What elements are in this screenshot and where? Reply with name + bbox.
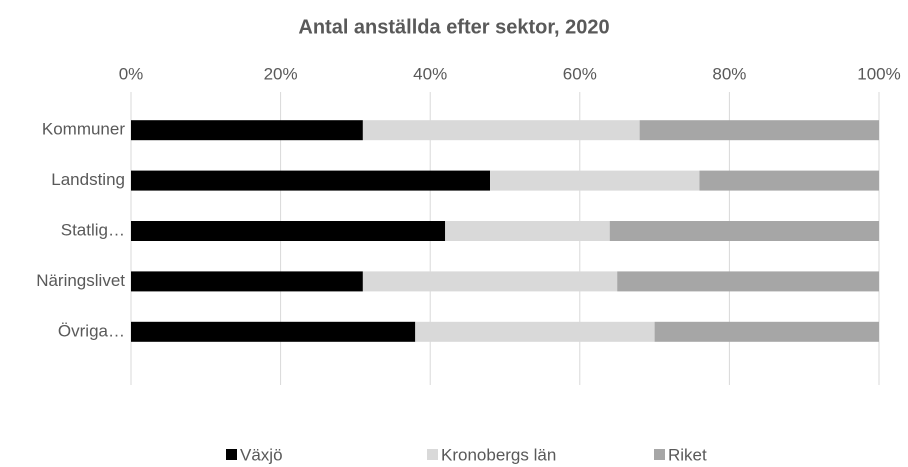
bar-segment (131, 271, 363, 292)
y-tick-label: Landsting (51, 170, 125, 189)
bar-segment (362, 120, 640, 141)
x-tick-label: 80% (712, 64, 746, 83)
legend-swatch (226, 449, 237, 460)
bar-segment (415, 321, 655, 342)
bar-segment (362, 271, 618, 292)
bar-segment (131, 170, 491, 191)
x-tick-label: 60% (563, 64, 597, 83)
bar-segment (654, 321, 879, 342)
y-tick-label: Näringslivet (36, 271, 125, 290)
legend-swatch (427, 449, 438, 460)
bar-segment (131, 321, 416, 342)
x-tick-label: 20% (264, 64, 298, 83)
x-tick-label: 0% (119, 64, 144, 83)
bar-segment (699, 170, 879, 191)
bar-segment (609, 221, 879, 241)
bar-segment (639, 120, 879, 141)
chart-title: Antal anställda efter sektor, 2020 (298, 16, 609, 38)
legend-swatch (654, 449, 665, 460)
y-tick-label: Kommuner (42, 120, 125, 139)
y-tick-label: Statlig… (61, 220, 125, 239)
legend-label: Riket (668, 445, 707, 464)
bar-segment (131, 120, 363, 141)
y-tick-label: Övriga… (58, 321, 125, 340)
bar-segment (445, 221, 610, 241)
bar-segment (617, 271, 879, 292)
bar-segment (131, 221, 446, 241)
x-tick-label: 100% (857, 64, 900, 83)
legend-label: Kronobergs län (441, 445, 556, 464)
bar-segment (490, 170, 700, 191)
legend-label: Växjö (240, 445, 283, 464)
x-tick-label: 40% (413, 64, 447, 83)
